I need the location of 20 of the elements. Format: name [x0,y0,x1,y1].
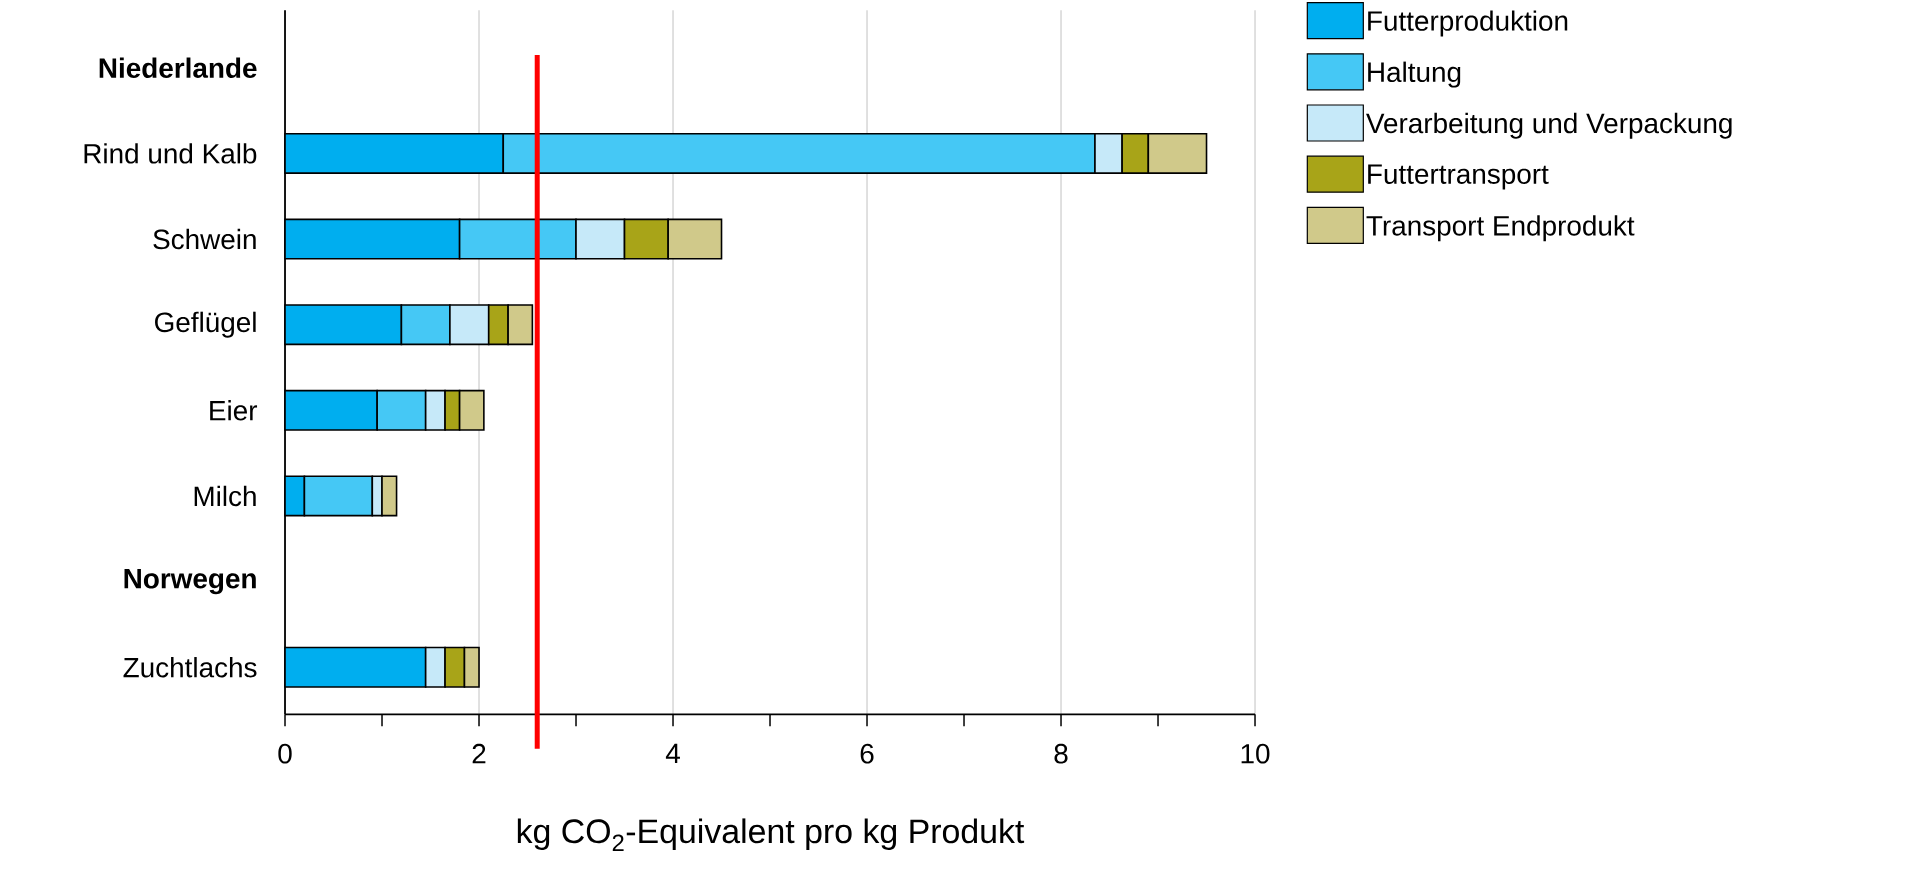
y-tick-label: Milch [194,485,256,507]
y-tick-label: Norwegen [124,568,256,594]
y-tick-label: Geflügel [155,311,256,338]
legend-label: Futtertransport [1368,164,1549,190]
x-axis-title: kg CO$_{2}$-Equivalent pro kg Produkt [517,818,1025,851]
legend-label: Futterproduktion [1368,10,1568,37]
x-tick-label: 10 [1241,743,1270,764]
y-tick-label: Schwein [153,228,256,250]
y-tick-label: Zuchtlachs [123,656,257,678]
x-tick-label: 0 [278,743,292,764]
x-tick-label: 4 [665,743,680,763]
legend-label: Verarbeitung und Verpackung [1366,112,1732,139]
legend-label: Transport Endprodukt [1366,215,1635,241]
legend-label: Haltung [1368,61,1461,88]
y-tick-label: Niederlande [99,57,257,78]
y-tick-label: Eier [210,399,258,421]
x-tick-label: 6 [860,743,874,764]
y-tick-label: Rind und Kalb [84,142,257,164]
x-tick-label: 2 [472,743,486,764]
x-tick-label: 8 [1054,743,1068,764]
